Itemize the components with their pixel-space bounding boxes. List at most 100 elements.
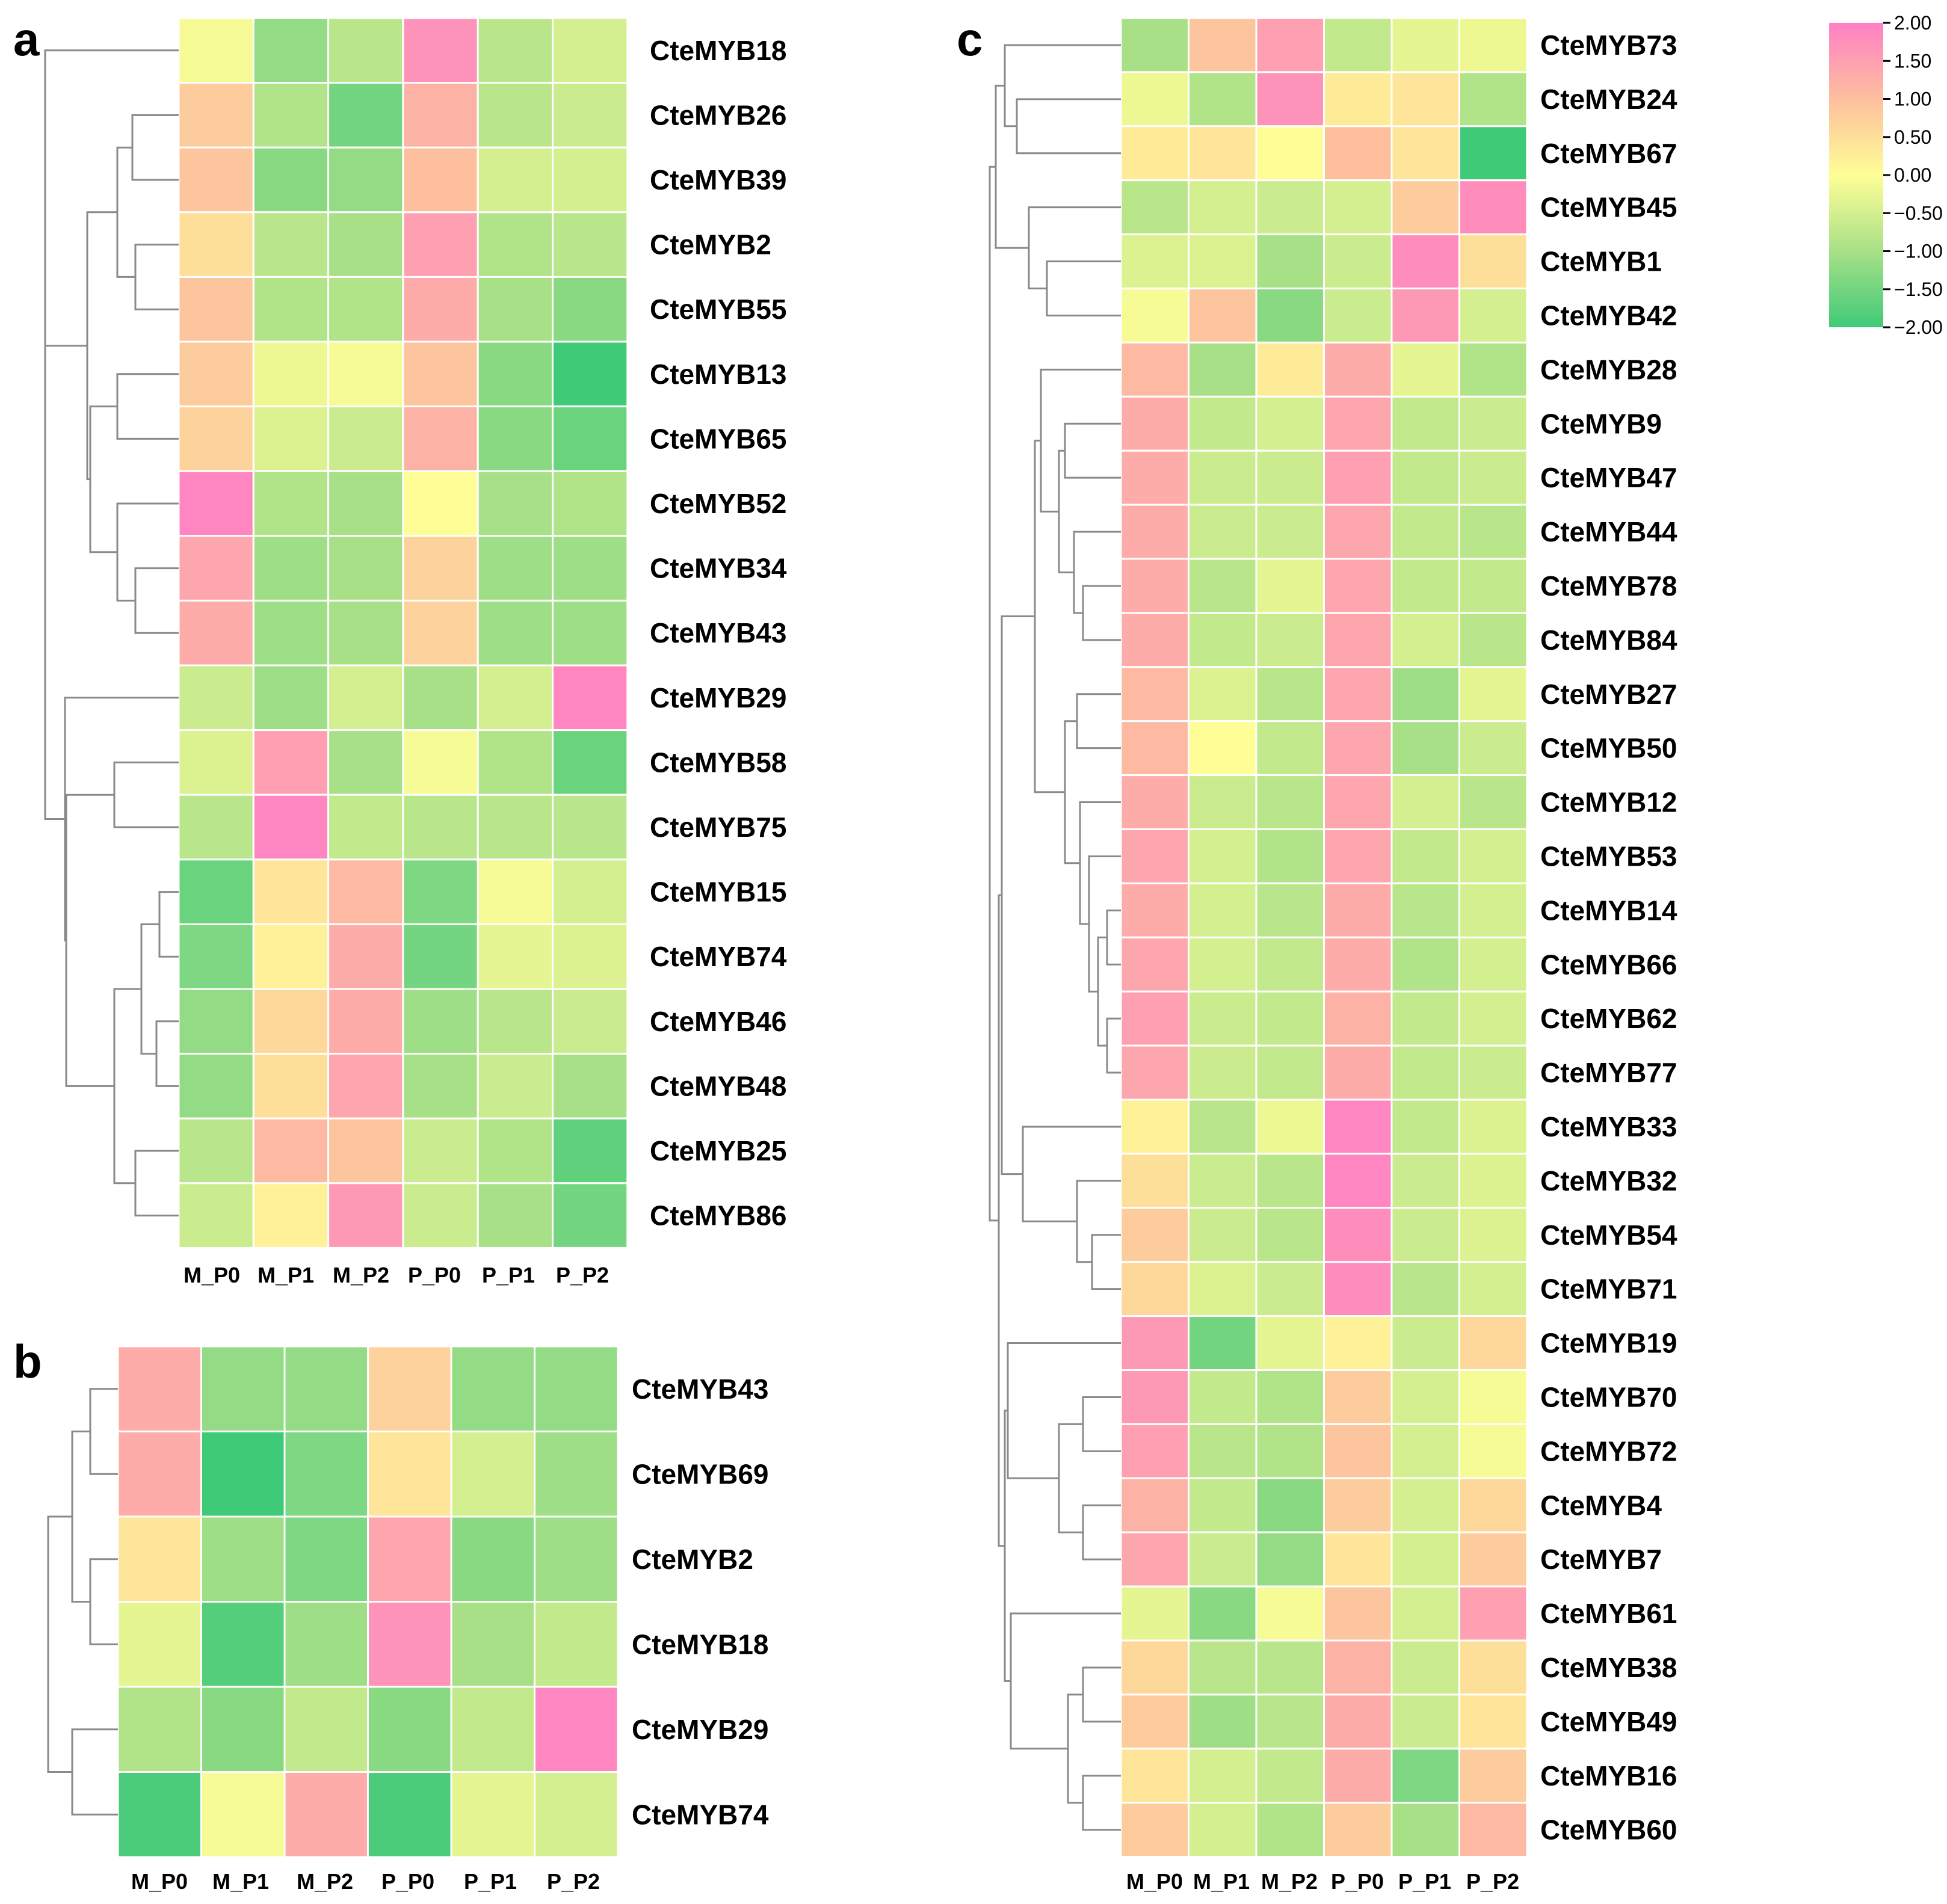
heatmap-c-cell	[1323, 504, 1393, 560]
heatmap-b-cell	[117, 1771, 202, 1858]
row-label: CteMYB33	[1540, 1111, 1677, 1142]
heatmap-b-cell	[200, 1345, 286, 1432]
heatmap-c-cell	[1323, 449, 1393, 506]
heatmap-a-cell	[252, 82, 330, 149]
heatmap-a-cell	[552, 535, 629, 602]
heatmap-c-cell	[1255, 612, 1325, 668]
heatmap-c-cell	[1458, 936, 1528, 993]
heatmap-c-cell	[1188, 558, 1257, 614]
row-label: CteMYB32	[1540, 1165, 1677, 1197]
row-label: CteMYB71	[1540, 1274, 1677, 1305]
colorbar-tick-label: −1.50	[1894, 279, 1943, 300]
heatmap-c-cell	[1188, 504, 1257, 560]
heatmap-a-cell	[552, 17, 629, 84]
heatmap-c-cell	[1188, 233, 1257, 290]
heatmap-a-cell	[252, 858, 330, 925]
heatmap-a-cell	[327, 729, 404, 796]
heatmap-c-cell	[1255, 17, 1325, 73]
heatmap-c-cell	[1458, 1315, 1528, 1372]
dendrogram-branch	[1004, 44, 1121, 128]
heatmap-c-cell	[1255, 882, 1325, 938]
heatmap-c-cell	[1188, 341, 1257, 398]
colorbar-gradient	[1829, 23, 1883, 327]
column-label: P_P0	[381, 1869, 434, 1894]
dendrogram-branch	[1028, 206, 1121, 289]
heatmap-c-cell	[1255, 71, 1325, 128]
heatmap-c-cell	[1255, 449, 1325, 506]
heatmap-a-cell	[402, 146, 479, 214]
heatmap-c-cell	[1323, 341, 1393, 398]
row-label: CteMYB72	[1540, 1435, 1677, 1467]
heatmap-c-cell	[1255, 341, 1325, 398]
dendrogram-branch	[134, 567, 179, 634]
heatmap-a-cell	[552, 276, 629, 343]
heatmap-c-cell	[1390, 774, 1460, 830]
heatmap-c-cell	[1255, 666, 1325, 722]
column-label: M_P1	[258, 1263, 314, 1287]
heatmap-a-cell	[252, 146, 330, 214]
dendrogram-branch	[1082, 1775, 1121, 1831]
heatmap-a-cell	[252, 470, 330, 537]
heatmap-c-cell	[1323, 1098, 1393, 1155]
heatmap-a-cell	[477, 858, 554, 925]
heatmap-c-cell	[1188, 395, 1257, 452]
row-label: CteMYB13	[650, 359, 787, 390]
dendrogram-branch	[71, 1728, 118, 1816]
heatmap-a-cell	[252, 1117, 330, 1185]
heatmap-c-cell	[1323, 1423, 1393, 1479]
heatmap-a-cell	[402, 17, 479, 84]
heatmap-a-cell	[477, 923, 554, 990]
heatmap-c-cell	[1323, 1369, 1393, 1425]
heatmap-c-cell	[1390, 1315, 1460, 1372]
heatmap-b-cell	[283, 1601, 369, 1688]
heatmap-c-cell	[1323, 612, 1393, 668]
heatmap-a-cell	[252, 599, 330, 667]
heatmap-c-cell	[1458, 612, 1528, 668]
heatmap-c-cell	[1390, 1369, 1460, 1425]
heatmap-c-cell	[1255, 1477, 1325, 1533]
dendrogram-branch	[116, 373, 179, 440]
heatmap-c-cell	[1390, 71, 1460, 128]
heatmap-c-cell	[1255, 1044, 1325, 1101]
heatmap-c-cell	[1120, 1261, 1189, 1317]
heatmap-a-cell	[252, 923, 330, 990]
heatmap-a: CteMYB18 CteMYB26 CteMYB39 CteMYB2 CteMYB55 C…	[177, 17, 787, 1287]
dendrogram-branch	[1079, 801, 1121, 925]
dendrogram-branch	[1082, 1396, 1121, 1452]
colorbar-tick-label: 2.00	[1894, 12, 1931, 34]
row-label: CteMYB61	[1540, 1598, 1677, 1629]
heatmap-a-cell	[552, 405, 629, 472]
heatmap-c-cell	[1255, 1207, 1325, 1263]
row-label: CteMYB52	[650, 488, 787, 519]
dendrogram-a	[44, 49, 179, 1217]
heatmap-c-cell	[1120, 179, 1189, 236]
dendrogram-branch	[1091, 1234, 1121, 1290]
heatmap-c-cell	[1323, 125, 1393, 182]
row-label: CteMYB26	[650, 99, 787, 131]
heatmap-b-cell	[450, 1686, 535, 1773]
row-label: CteMYB24	[1540, 84, 1677, 115]
heatmap-a-cell	[177, 1182, 255, 1249]
heatmap-c-cell	[1120, 1423, 1189, 1479]
heatmap-b-cell	[200, 1515, 286, 1603]
heatmap-a-cell	[327, 470, 404, 537]
heatmap-c-cell	[1323, 1153, 1393, 1209]
heatmap-c-cell	[1390, 936, 1460, 993]
heatmap-a-cell	[177, 664, 255, 732]
heatmap-c-cell	[1188, 1477, 1257, 1533]
heatmap-c-cell	[1255, 1802, 1325, 1858]
heatmap-c-cell	[1323, 774, 1393, 830]
row-label: CteMYB77	[1540, 1057, 1677, 1088]
heatmap-c-cell	[1458, 233, 1528, 290]
column-label: M_P2	[1261, 1869, 1318, 1894]
dendrogram-branch	[89, 405, 117, 553]
heatmap-c-cell	[1255, 1098, 1325, 1155]
heatmap-c-cell	[1188, 449, 1257, 506]
heatmap-c-cell	[1120, 1748, 1189, 1804]
row-label: CteMYB28	[1540, 354, 1677, 385]
column-label: P_P1	[464, 1869, 517, 1894]
heatmap-c-cell	[1458, 828, 1528, 884]
dendrogram-branch	[1022, 1126, 1121, 1222]
heatmap-b-cell	[534, 1431, 619, 1518]
heatmap-c-cell	[1323, 1261, 1393, 1317]
